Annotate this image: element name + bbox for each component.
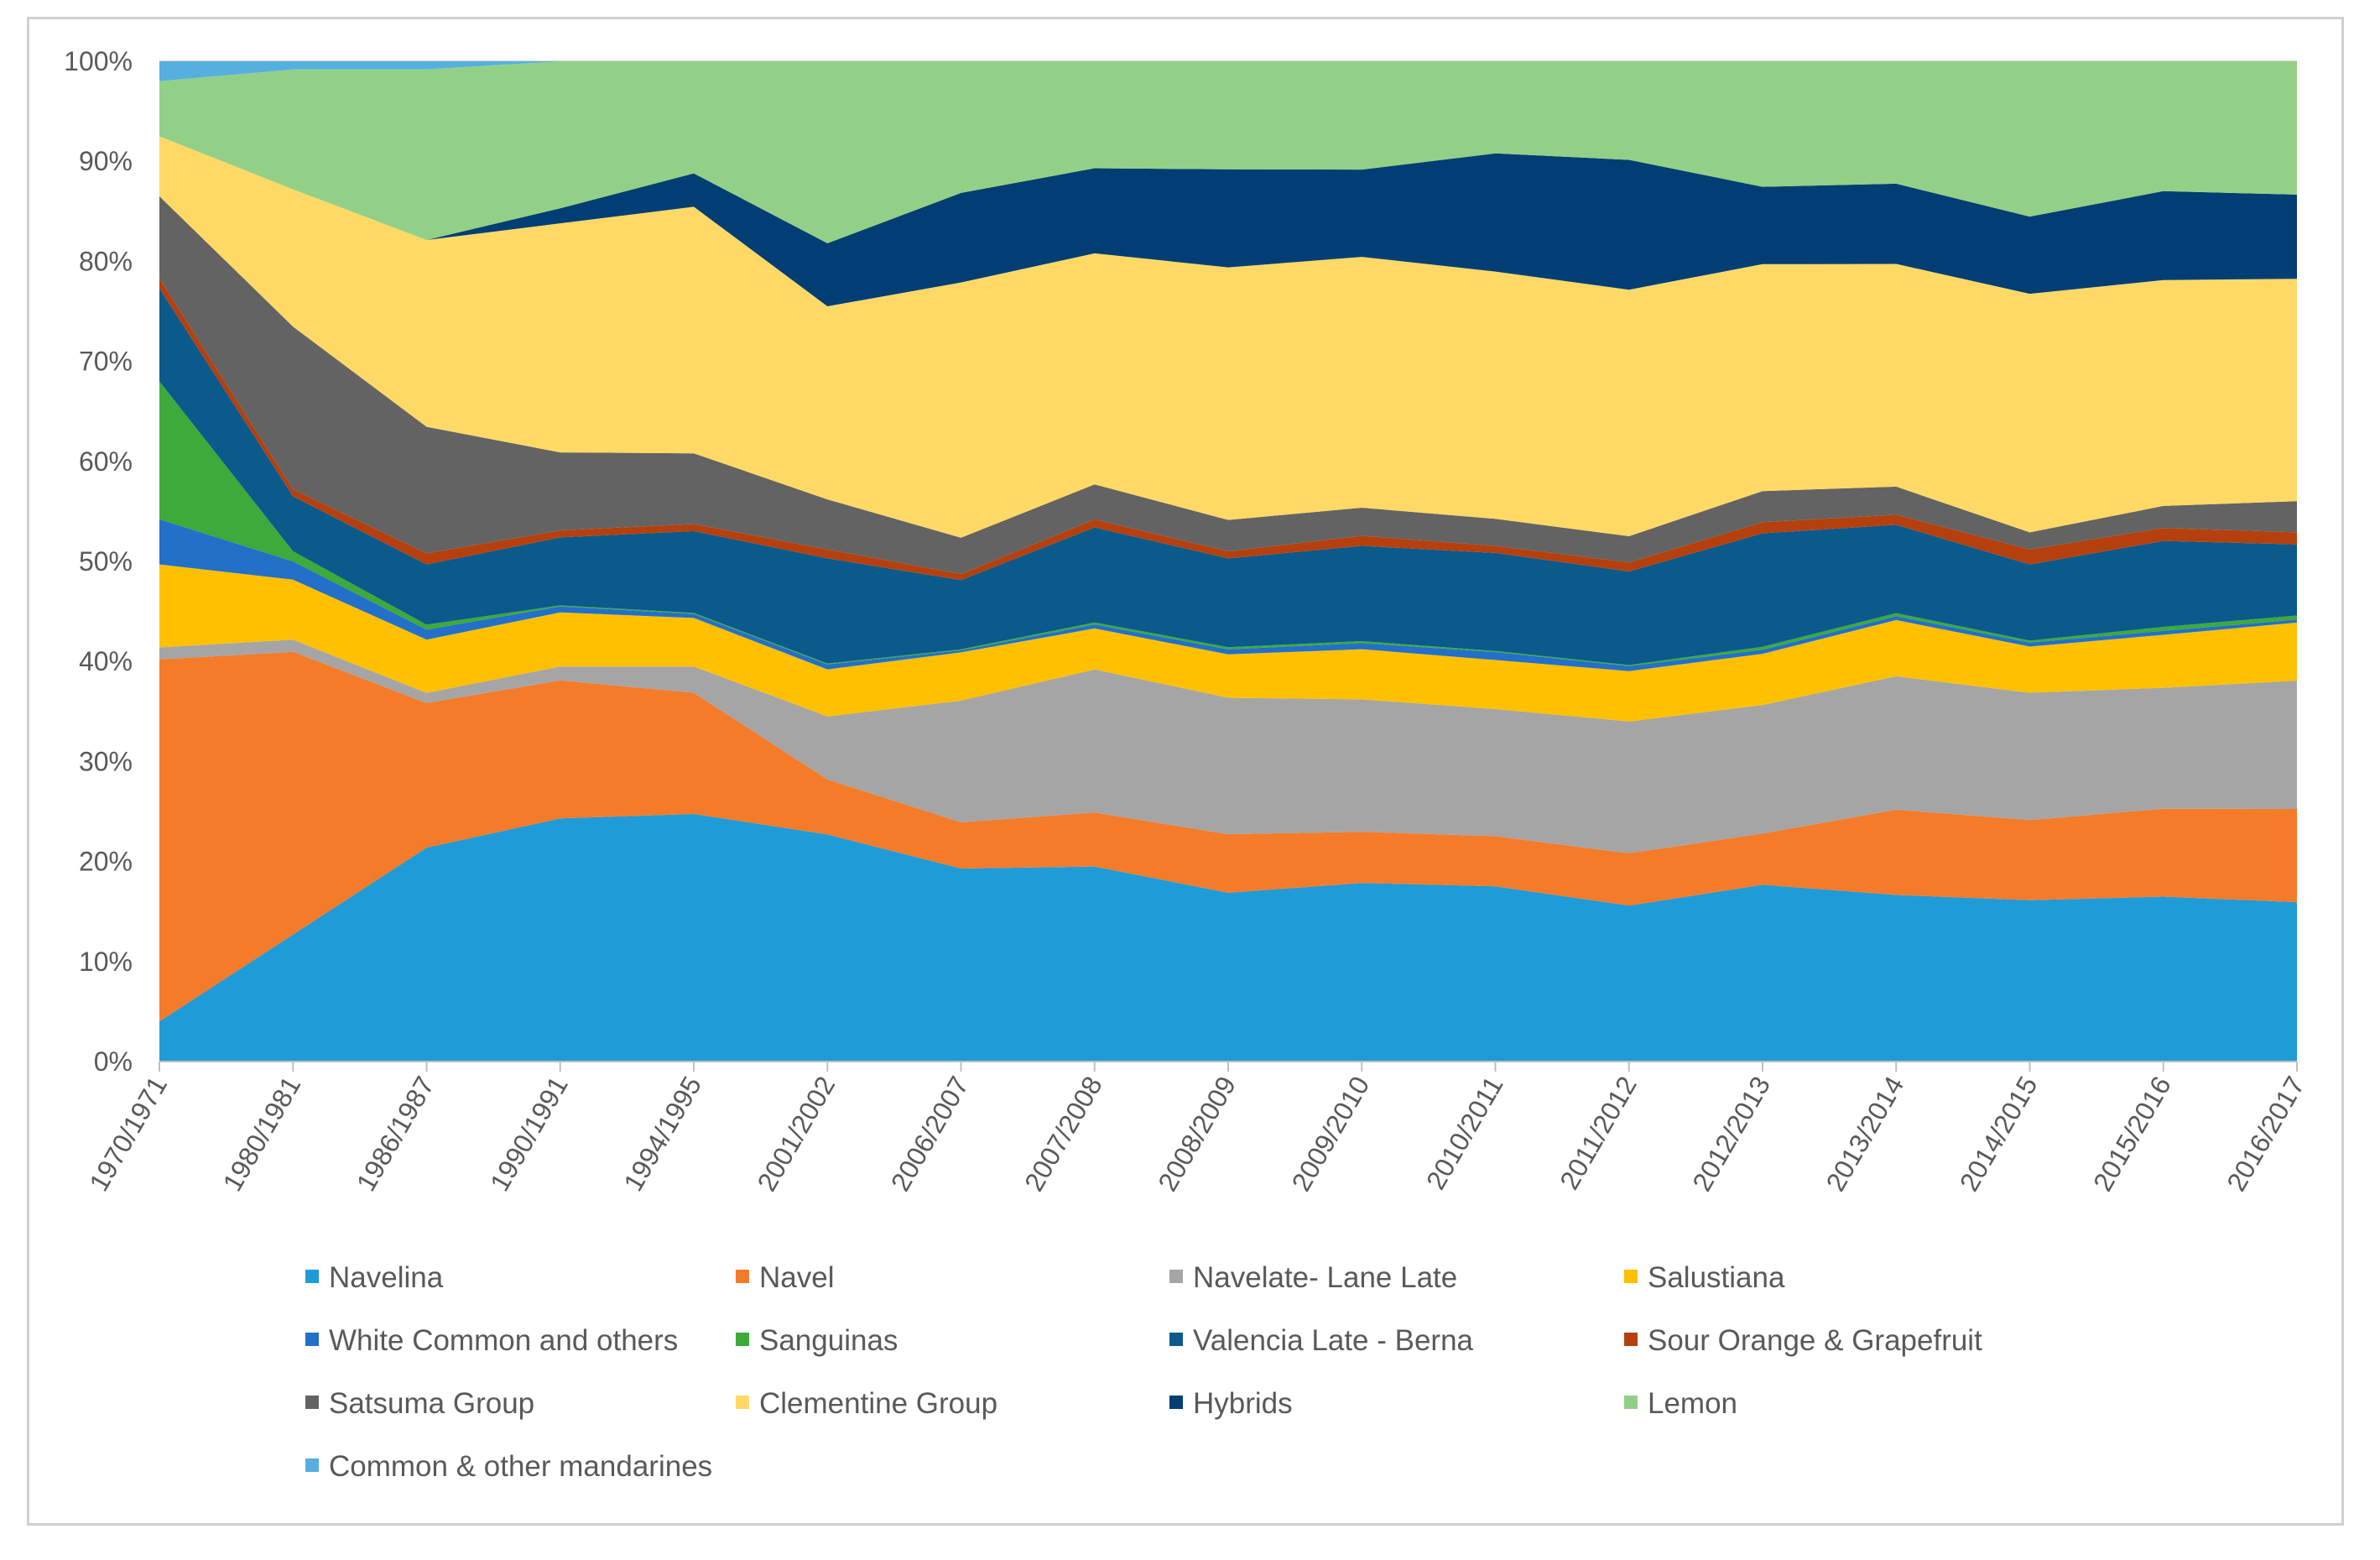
- area-satsuma-group: [159, 196, 2297, 574]
- area-valencia-late-berna: [159, 288, 2297, 665]
- x-tick-label: 2010/2011: [1420, 1072, 1509, 1195]
- x-tick-label: 2012/2013: [1686, 1072, 1776, 1197]
- legend-swatch: [305, 1333, 319, 1346]
- area-lemon: [159, 61, 2297, 243]
- legend-swatch: [736, 1270, 749, 1283]
- x-tick-label: 1990/1991: [484, 1072, 574, 1197]
- legend-swatch: [1169, 1270, 1183, 1283]
- x-tick-label: 2013/2014: [1820, 1072, 1910, 1197]
- legend-label: Clementine Group: [759, 1387, 997, 1420]
- x-tick-label: 2014/2015: [1954, 1072, 2044, 1197]
- y-tick-label: 40%: [79, 646, 133, 676]
- axes: [159, 1061, 2298, 1072]
- x-tick-label: 2011/2012: [1554, 1072, 1643, 1195]
- legend-label: Salustiana: [1648, 1261, 1785, 1294]
- y-tick-label: 80%: [79, 246, 133, 276]
- legend-swatch: [305, 1458, 319, 1472]
- y-tick-label: 60%: [79, 446, 133, 477]
- area-salustiana: [159, 564, 2297, 722]
- x-tick-label: 2001/2002: [752, 1072, 841, 1197]
- x-tick-label: 2006/2007: [885, 1072, 975, 1197]
- legend-swatch: [1624, 1270, 1638, 1283]
- x-tick-label: 2007/2008: [1018, 1072, 1108, 1197]
- legend-label: Common & other mandarines: [329, 1450, 712, 1483]
- legend-swatch: [1624, 1333, 1638, 1346]
- x-tick-label: 2008/2009: [1152, 1072, 1242, 1197]
- legend-swatch: [1169, 1333, 1183, 1346]
- area-hybrids: [159, 136, 2297, 306]
- legend-label: Navelate- Lane Late: [1193, 1261, 1457, 1294]
- legend-label: Satsuma Group: [329, 1387, 534, 1420]
- y-tick-label: 30%: [79, 746, 133, 776]
- y-tick-label: 10%: [79, 947, 133, 977]
- legend-label: Valencia Late - Berna: [1193, 1324, 1474, 1357]
- area-clementine-group: [159, 136, 2297, 538]
- legend-swatch: [736, 1396, 749, 1409]
- legend-swatch: [1624, 1396, 1638, 1409]
- y-tick-label: 20%: [79, 847, 133, 877]
- legend-label: White Common and others: [329, 1324, 678, 1357]
- plot-areas: [159, 61, 2297, 1062]
- x-tick-label: 2016/2017: [2221, 1072, 2310, 1197]
- y-axis-ticks: 0% 10% 20% 30% 40% 50% 60% 70% 80% 90% 100%: [64, 46, 133, 1077]
- legend-swatch: [305, 1270, 319, 1283]
- legend-label: Sour Orange & Grapefruit: [1648, 1324, 1982, 1357]
- legend-label: Hybrids: [1193, 1387, 1293, 1420]
- y-tick-label: 0%: [94, 1046, 133, 1077]
- legend-swatch: [305, 1396, 319, 1409]
- legend-label: Navelina: [329, 1261, 444, 1294]
- x-tick-label: 2015/2016: [2087, 1072, 2177, 1197]
- area-navelate-lane-late: [159, 639, 2297, 853]
- area-navelina: [159, 814, 2297, 1062]
- y-tick-label: 50%: [79, 546, 133, 577]
- area-sanguinas: [159, 381, 2297, 666]
- legend-label: Navel: [759, 1261, 834, 1294]
- x-tick-label: 1994/1995: [617, 1072, 707, 1197]
- x-tick-label: 2009/2010: [1286, 1072, 1376, 1197]
- y-tick-label: 90%: [79, 146, 133, 176]
- legend-label: Lemon: [1648, 1387, 1737, 1420]
- x-tick-label: 1970/1971: [83, 1072, 173, 1197]
- area-navel: [159, 651, 2297, 1022]
- legend-swatch: [736, 1333, 749, 1346]
- x-tick-label: 1986/1987: [351, 1072, 440, 1197]
- legend-swatch: [1169, 1396, 1183, 1409]
- area-sour-orange-grapefruit: [159, 278, 2297, 581]
- area-common-other-mandarines: [159, 61, 2297, 81]
- y-tick-label: 100%: [64, 46, 133, 76]
- x-tick-label: 1980/1981: [217, 1072, 307, 1197]
- y-tick-label: 70%: [79, 347, 133, 377]
- legend: Navelina Navel Navelate- Lane Late Salustia…: [305, 1261, 1982, 1483]
- legend-label: Sanguinas: [759, 1324, 898, 1357]
- x-axis-ticks: 1970/1971 1980/1981 1986/1987 1990/1991 1994…: [83, 1072, 2310, 1197]
